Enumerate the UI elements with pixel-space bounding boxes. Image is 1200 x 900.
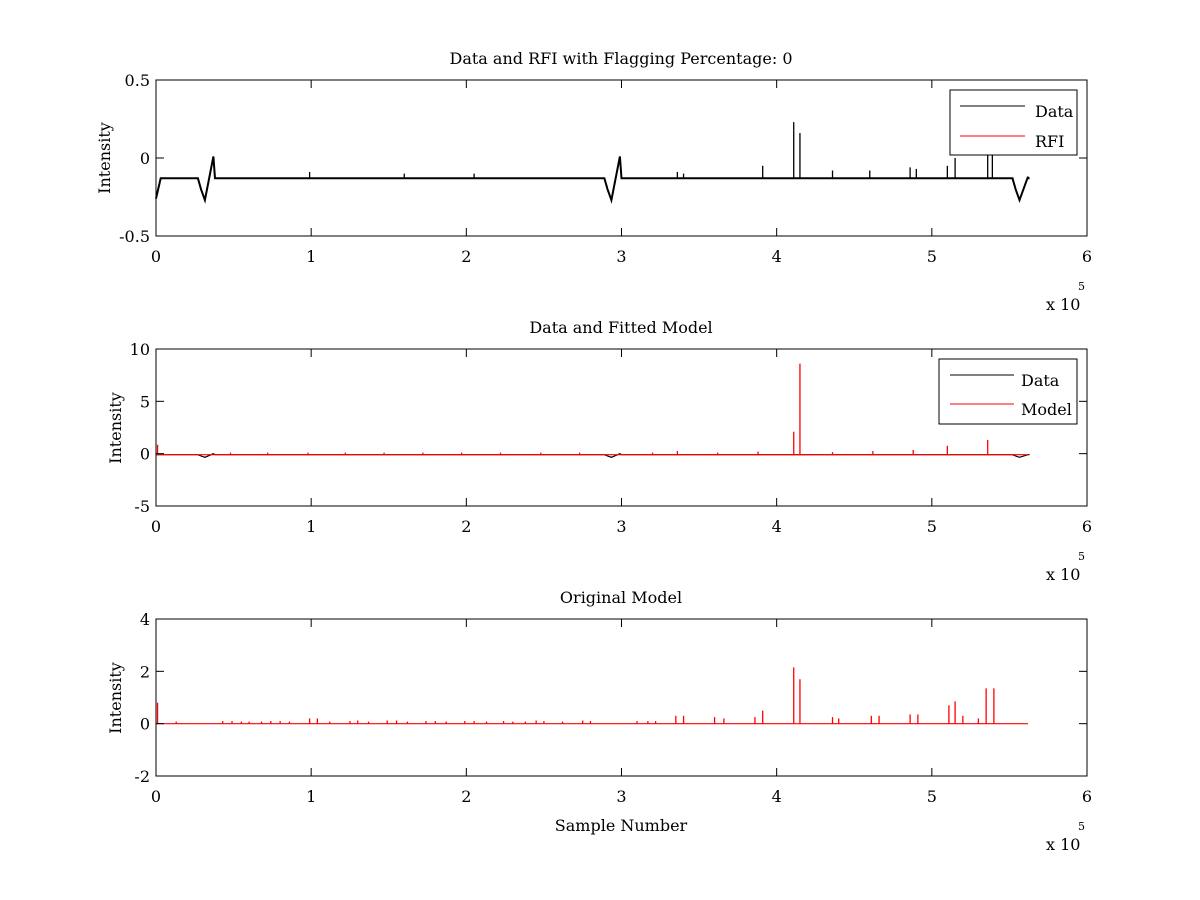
subplot-3-title: Original Model [560, 588, 682, 607]
y-tick-label: 0.5 [125, 71, 150, 90]
y-tick-label: 0 [140, 715, 150, 734]
x-tick-label: 1 [306, 517, 316, 536]
subplot-2: Data and Fitted Model Intensity 0 1 2 3 4 5 6 -… [106, 318, 1092, 584]
subplot-1: Data and RFI with Flagging Percentage: 0… [95, 49, 1092, 314]
y-tick-label: -2 [134, 767, 150, 786]
subplot-3-x-multiplier-exponent: 5 [1078, 820, 1085, 833]
x-tick-label: 6 [1082, 247, 1092, 266]
y-tick-label: -5 [134, 497, 150, 516]
subplot-1-title: Data and RFI with Flagging Percentage: 0 [449, 49, 792, 68]
x-tick-label: 1 [306, 247, 316, 266]
x-tick-label: 4 [772, 517, 782, 536]
x-tick-label: 5 [927, 247, 937, 266]
subplot-3-xlabel: Sample Number [555, 816, 688, 835]
x-tick-label: 2 [461, 247, 471, 266]
y-tick-label: 0 [140, 149, 150, 168]
x-tick-label: 2 [461, 517, 471, 536]
legend-rfi-label: RFI [1035, 132, 1064, 151]
y-tick-label: 10 [130, 340, 150, 359]
x-tick-label: 5 [927, 787, 937, 806]
subplot-3-ylabel: Intensity [106, 662, 125, 734]
y-tick-label: 4 [140, 610, 150, 629]
x-tick-label: 6 [1082, 517, 1092, 536]
x-tick-label: 0 [151, 787, 161, 806]
x-tick-label: 6 [1082, 787, 1092, 806]
y-tick-label: 5 [140, 392, 150, 411]
subplot-2-ylabel: Intensity [106, 392, 125, 464]
subplot-2-legend: Data Model [938, 358, 1078, 425]
subplot-2-x-multiplier: x 10 [1046, 565, 1080, 584]
subplot-1-legend-box [949, 89, 1078, 156]
x-tick-label: 4 [772, 247, 782, 266]
subplot-2-legend-box [938, 358, 1078, 425]
series-data-line [156, 453, 1030, 458]
legend-model-label: Model [1021, 400, 1072, 419]
subplot-2-title: Data and Fitted Model [529, 318, 712, 337]
subplot-2-x-multiplier-exponent: 5 [1078, 550, 1085, 563]
subplot-3-x-multiplier: x 10 [1046, 835, 1080, 854]
x-tick-label: 3 [616, 517, 626, 536]
legend-data-label: Data [1021, 371, 1060, 390]
x-tick-label: 3 [616, 247, 626, 266]
legend-data-label: Data [1035, 102, 1074, 121]
y-tick-label: 2 [140, 662, 150, 681]
x-tick-label: 4 [772, 787, 782, 806]
x-tick-label: 1 [306, 787, 316, 806]
x-tick-label: 2 [461, 787, 471, 806]
subplot-1-x-multiplier-exponent: 5 [1078, 280, 1085, 293]
subplot-1-plot-area: 0 1 2 3 4 5 6-0.500.5 [119, 71, 1092, 266]
x-tick-label: 5 [927, 517, 937, 536]
y-tick-label: 0 [140, 445, 150, 464]
subplot-1-legend: Data RFI [949, 89, 1078, 156]
y-tick-label: -0.5 [119, 227, 150, 246]
x-tick-label: 0 [151, 517, 161, 536]
x-tick-label: 3 [616, 787, 626, 806]
subplot-1-x-multiplier: x 10 [1046, 295, 1080, 314]
series-data-line [155, 156, 1030, 204]
x-tick-label: 0 [151, 247, 161, 266]
subplot-1-ylabel: Intensity [95, 122, 114, 194]
